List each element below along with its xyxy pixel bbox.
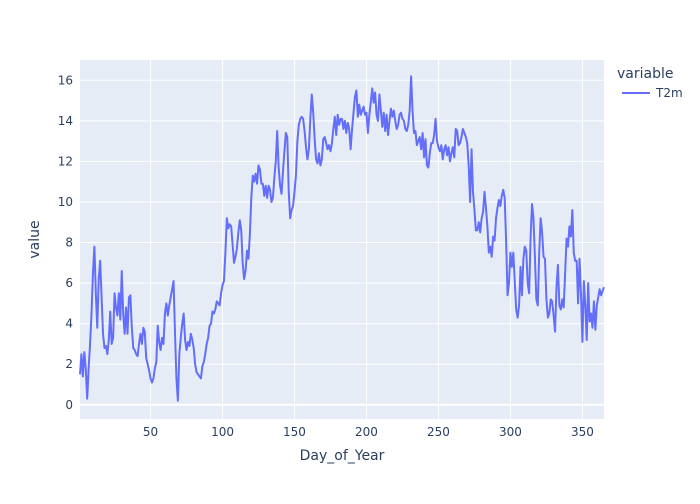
y-tick-label: 10 (58, 195, 73, 209)
y-tick-label: 8 (65, 236, 73, 250)
y-tick-label: 16 (58, 73, 73, 87)
series-line-t2m[interactable] (79, 75, 605, 402)
y-tick-label: 4 (65, 317, 73, 331)
x-tick-label: 100 (211, 425, 234, 439)
plot-background (80, 60, 604, 419)
y-tick-label: 12 (58, 154, 73, 168)
y-tick-label: 6 (65, 276, 73, 290)
x-tick-label: 200 (355, 425, 378, 439)
legend[interactable]: variable T2m (617, 66, 683, 100)
series-layer (79, 75, 605, 402)
legend-title: variable (617, 66, 673, 82)
y-tick-label: 2 (65, 357, 73, 371)
y-tick-label: 14 (58, 114, 73, 128)
legend-label-t2m: T2m (655, 86, 683, 100)
x-tick-label: 50 (143, 425, 158, 439)
x-axis-title: Day_of_Year (300, 448, 385, 464)
x-gridlines (150, 60, 583, 419)
y-tick-labels: 0 2 4 6 8 10 12 14 16 (58, 73, 73, 412)
x-tick-labels: 50 100 150 200 250 300 350 (143, 425, 594, 439)
x-tick-label: 350 (571, 425, 594, 439)
y-gridlines (80, 79, 604, 406)
x-tick-label: 150 (283, 425, 306, 439)
y-axis-title: value (27, 220, 43, 258)
x-tick-label: 250 (427, 425, 450, 439)
y-tick-label: 0 (65, 398, 73, 412)
x-tick-label: 300 (499, 425, 522, 439)
